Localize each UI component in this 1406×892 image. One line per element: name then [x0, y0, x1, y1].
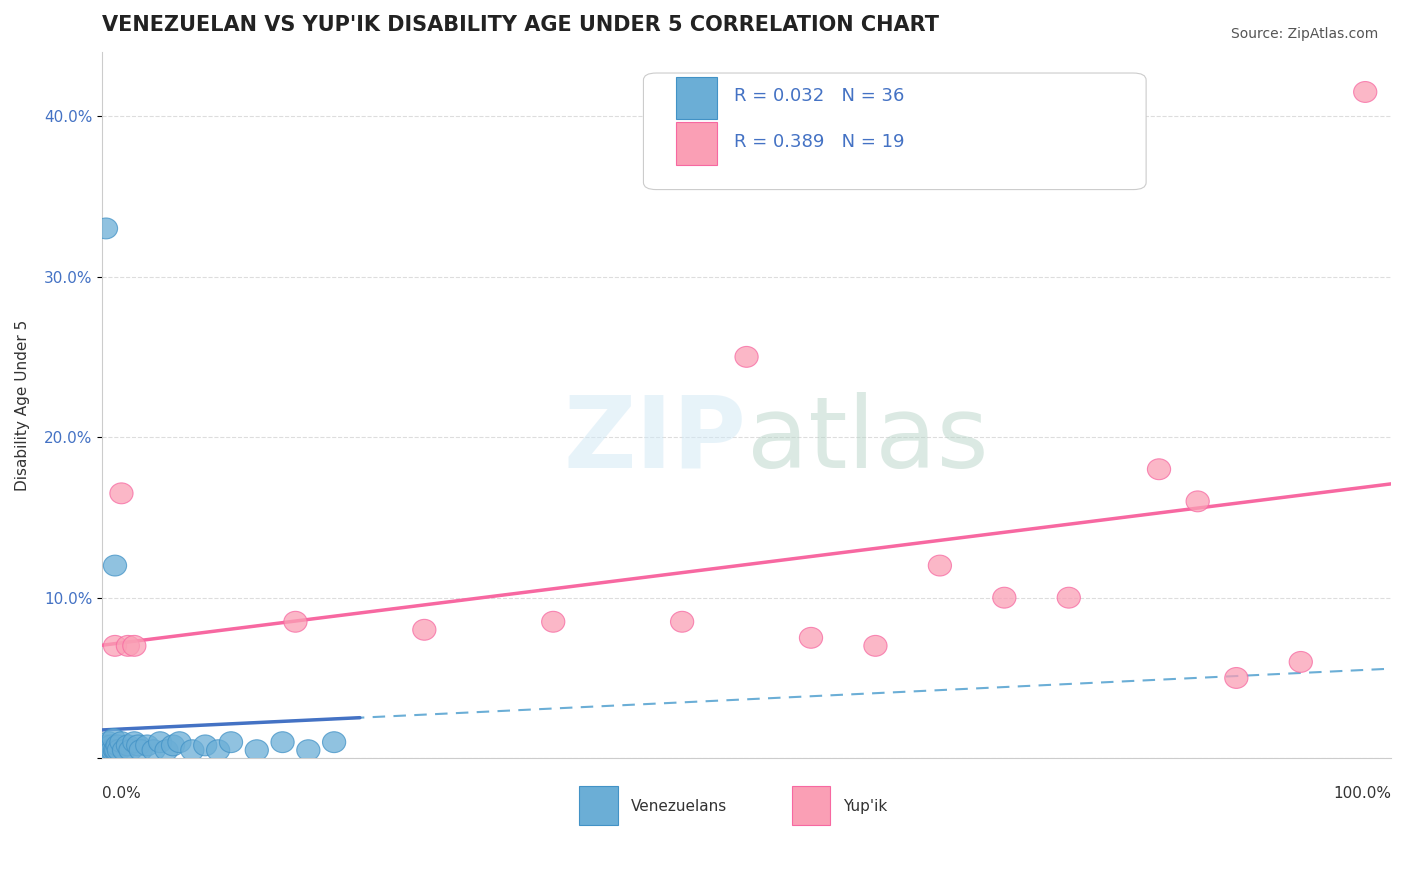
Ellipse shape [104, 635, 127, 657]
Y-axis label: Disability Age Under 5: Disability Age Under 5 [15, 319, 30, 491]
Ellipse shape [129, 739, 152, 761]
Ellipse shape [91, 739, 115, 761]
Ellipse shape [127, 735, 150, 756]
FancyBboxPatch shape [644, 73, 1146, 190]
Ellipse shape [207, 739, 229, 761]
Ellipse shape [101, 739, 124, 761]
Ellipse shape [800, 627, 823, 648]
Ellipse shape [245, 739, 269, 761]
Ellipse shape [107, 739, 131, 761]
Ellipse shape [94, 218, 118, 239]
Ellipse shape [93, 739, 117, 761]
FancyBboxPatch shape [792, 787, 831, 825]
Ellipse shape [671, 611, 693, 632]
Ellipse shape [322, 731, 346, 753]
Ellipse shape [96, 739, 120, 761]
Ellipse shape [1057, 587, 1080, 608]
FancyBboxPatch shape [579, 787, 617, 825]
Ellipse shape [97, 731, 120, 753]
Ellipse shape [1147, 458, 1171, 480]
Ellipse shape [110, 731, 134, 753]
Ellipse shape [284, 611, 307, 632]
Ellipse shape [94, 735, 118, 756]
Ellipse shape [155, 739, 179, 761]
Ellipse shape [541, 611, 565, 632]
Ellipse shape [110, 483, 134, 504]
Ellipse shape [162, 735, 184, 756]
Text: ZIP: ZIP [564, 392, 747, 489]
Ellipse shape [181, 739, 204, 761]
Ellipse shape [135, 735, 159, 756]
Ellipse shape [149, 731, 172, 753]
Ellipse shape [105, 735, 129, 756]
Ellipse shape [928, 555, 952, 576]
FancyBboxPatch shape [676, 77, 717, 119]
Ellipse shape [104, 739, 128, 761]
Text: R = 0.389   N = 19: R = 0.389 N = 19 [734, 133, 904, 152]
Ellipse shape [120, 739, 142, 761]
Text: Source: ZipAtlas.com: Source: ZipAtlas.com [1230, 27, 1378, 41]
Ellipse shape [219, 731, 243, 753]
Ellipse shape [735, 346, 758, 368]
Ellipse shape [98, 739, 121, 761]
Ellipse shape [104, 739, 127, 761]
Ellipse shape [112, 739, 135, 761]
Ellipse shape [1225, 667, 1249, 689]
Ellipse shape [122, 635, 146, 657]
FancyBboxPatch shape [676, 122, 717, 165]
Ellipse shape [142, 739, 166, 761]
Text: Venezuelans: Venezuelans [630, 798, 727, 814]
Ellipse shape [271, 731, 294, 753]
Text: Yup'ik: Yup'ik [844, 798, 887, 814]
Text: VENEZUELAN VS YUP'IK DISABILITY AGE UNDER 5 CORRELATION CHART: VENEZUELAN VS YUP'IK DISABILITY AGE UNDE… [103, 15, 939, 35]
Ellipse shape [1289, 651, 1312, 673]
Text: 0.0%: 0.0% [103, 787, 141, 802]
Ellipse shape [863, 635, 887, 657]
Ellipse shape [117, 735, 139, 756]
Ellipse shape [122, 731, 146, 753]
Ellipse shape [194, 735, 217, 756]
Ellipse shape [1187, 491, 1209, 512]
Text: R = 0.032   N = 36: R = 0.032 N = 36 [734, 87, 904, 104]
Ellipse shape [117, 635, 139, 657]
Ellipse shape [103, 729, 125, 749]
Text: 100.0%: 100.0% [1333, 787, 1391, 802]
Ellipse shape [167, 731, 191, 753]
Ellipse shape [100, 735, 122, 756]
Ellipse shape [413, 619, 436, 640]
Ellipse shape [104, 555, 127, 576]
Text: atlas: atlas [747, 392, 988, 489]
Ellipse shape [1354, 81, 1376, 103]
Ellipse shape [993, 587, 1017, 608]
Ellipse shape [297, 739, 321, 761]
